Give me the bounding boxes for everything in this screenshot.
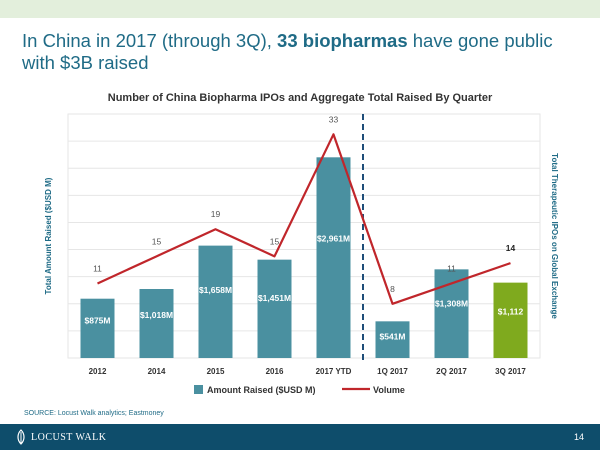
y2-axis-label: Total Therapeutic IPOs on Global Exchang…	[550, 153, 559, 319]
bar-2012	[80, 298, 115, 358]
volume-label: 11	[93, 263, 102, 273]
volume-label: 14	[506, 243, 516, 253]
bar-label: $1,112	[498, 306, 524, 316]
volume-label: 33	[329, 114, 339, 124]
volume-label: 19	[211, 209, 221, 219]
x-tick-label: 2014	[148, 367, 166, 376]
legend-line-label: Volume	[373, 385, 405, 395]
x-tick-label: 1Q 2017	[377, 367, 408, 376]
plot-frame	[67, 113, 541, 359]
bar-label: $1,018M	[140, 310, 173, 320]
volume-label: 8	[390, 284, 395, 294]
leaf-icon	[17, 429, 25, 445]
headline-outro: have gone public with $3B raised	[22, 30, 553, 73]
bar-label: $1,658M	[199, 285, 232, 295]
x-tick-label: 2016	[266, 367, 284, 376]
x-tick-label: 2015	[207, 367, 225, 376]
bar-label: $1,308M	[435, 299, 468, 309]
footer-bar: LOCUST WALK 14	[0, 424, 600, 450]
headline-emphasis: 33 biopharmas	[277, 30, 408, 51]
bar-3Q 2017	[493, 282, 528, 358]
bar-1Q 2017	[375, 321, 410, 358]
logo-text: LOCUST WALK	[31, 431, 107, 443]
volume-label: 15	[152, 236, 162, 246]
chart-title: Number of China Biopharma IPOs and Aggre…	[108, 92, 493, 104]
bar-label: $2,961M	[317, 234, 350, 244]
x-tick-label: 2017 YTD	[316, 367, 352, 376]
bar-label: $1,451M	[258, 293, 291, 303]
ipo-chart: Number of China Biopharma IPOs and Aggre…	[44, 92, 559, 395]
source-note: SOURCE: Locust Walk analytics; Eastmoney	[24, 410, 164, 417]
x-tick-label: 2012	[89, 367, 107, 376]
x-tick-label: 2Q 2017	[436, 367, 467, 376]
bar-label: $875M	[85, 316, 111, 326]
top-accent-bar	[0, 0, 600, 18]
bar-label: $541M	[380, 331, 406, 341]
y-axis-label: Total Amount Raised ($USD M)	[44, 177, 53, 294]
locust-walk-logo: LOCUST WALK	[14, 429, 106, 445]
legend-bar-label: Amount Raised ($USD M)	[207, 385, 316, 395]
slide-headline: In China in 2017 (through 3Q), 33 biopha…	[22, 30, 582, 74]
volume-line	[97, 133, 511, 305]
bar-2017 YTD	[316, 157, 351, 358]
bar-2015	[198, 245, 233, 358]
legend-bar-swatch	[194, 385, 203, 394]
bar-2014	[139, 289, 174, 358]
headline-intro: In China in 2017 (through 3Q),	[22, 30, 278, 51]
x-tick-label: 3Q 2017	[495, 367, 526, 376]
bar-2016	[257, 259, 292, 358]
volume-label: 15	[270, 236, 280, 246]
page-number: 14	[573, 432, 584, 442]
volume-label: 11	[447, 263, 456, 273]
